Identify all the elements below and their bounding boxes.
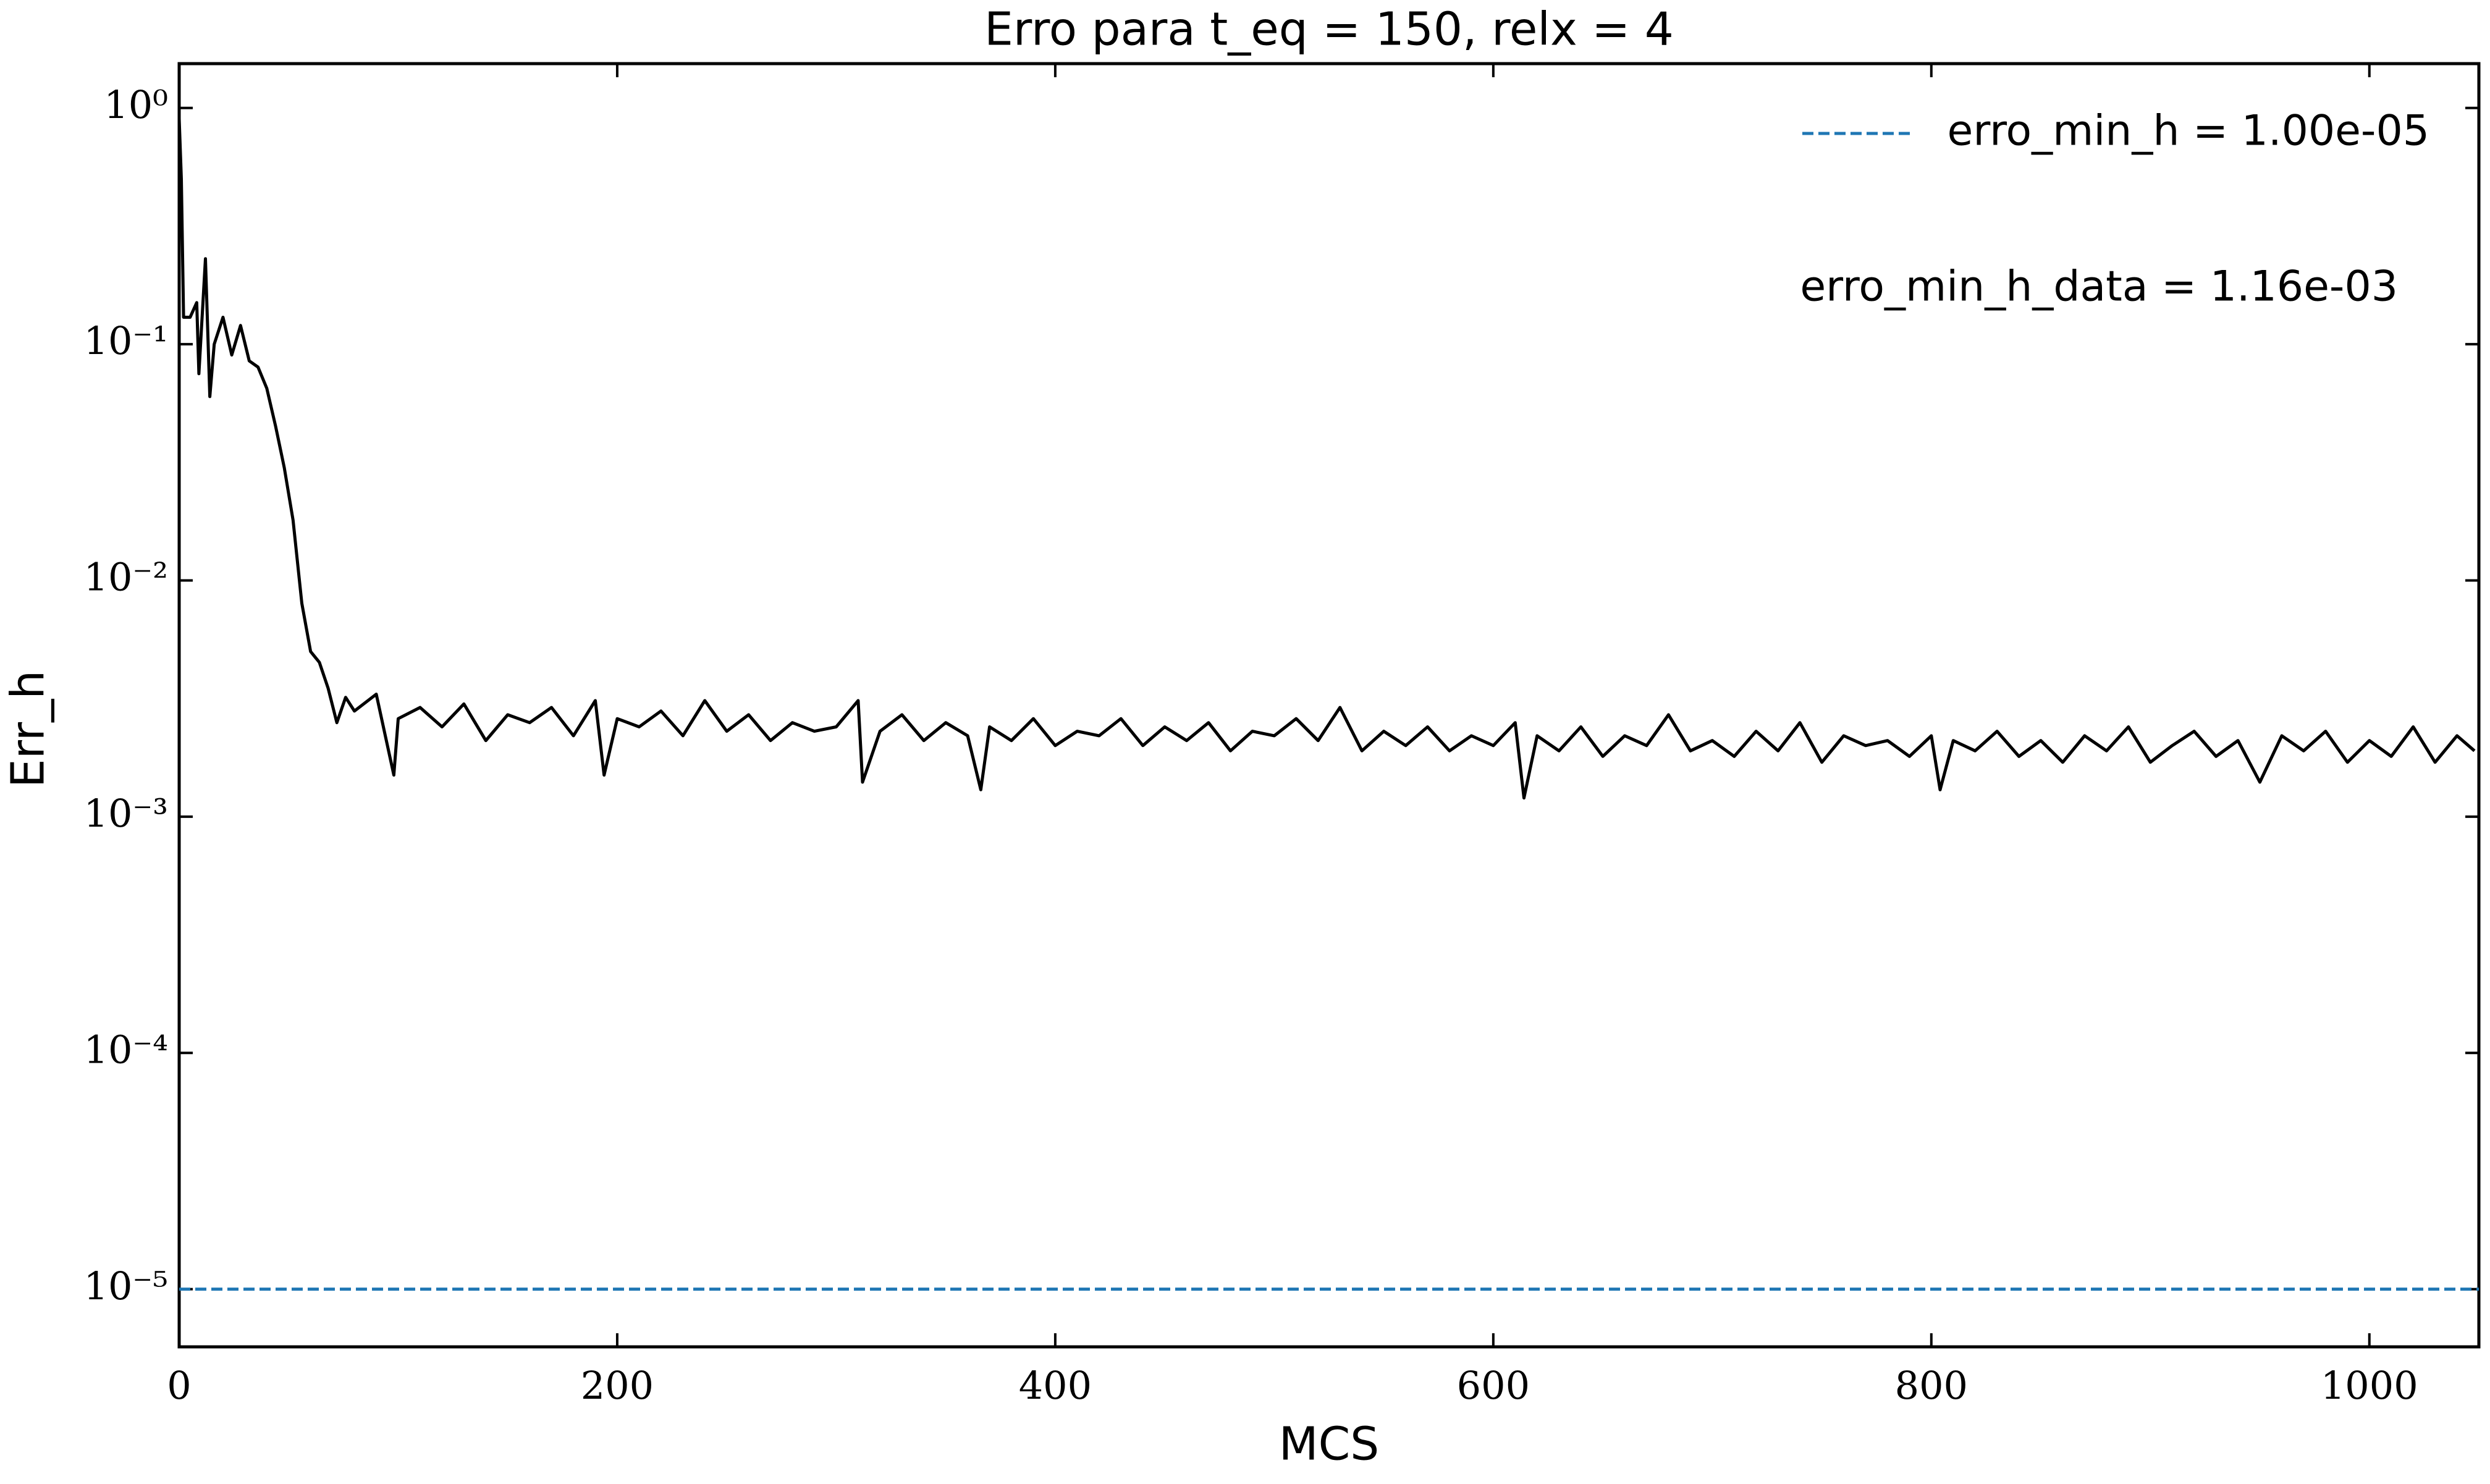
x-axis-label: MCS: [1279, 1418, 1380, 1471]
data-line: [177, 119, 2476, 800]
annotation: erro_min_h_data = 1.16e-03: [1800, 263, 2398, 311]
chart-title: Erro para t_eq = 150, relx = 4: [984, 3, 1674, 56]
y-tick-label: 10⁻⁵: [84, 1263, 168, 1309]
plot-frame: [177, 62, 2481, 1349]
x-tick-label: 1000: [2321, 1363, 2418, 1408]
x-tick-label: 200: [581, 1363, 654, 1408]
y-tick-label: 10⁻⁴: [84, 1027, 168, 1072]
y-tick-label: 10⁻³: [84, 791, 168, 836]
y-tick-label: 10⁻¹: [84, 318, 168, 363]
x-tick-label: 0: [167, 1363, 191, 1408]
x-tick-label: 800: [1895, 1363, 1968, 1408]
x-tick-label: 600: [1457, 1363, 1530, 1408]
y-tick-label: 10⁻²: [84, 555, 168, 600]
y-axis-label: Err_h: [2, 670, 55, 788]
legend-label: erro_min_h = 1.00e-05: [1947, 107, 2429, 156]
x-tick-label: 400: [1019, 1363, 1092, 1408]
y-tick-label: 10⁰: [104, 82, 168, 127]
